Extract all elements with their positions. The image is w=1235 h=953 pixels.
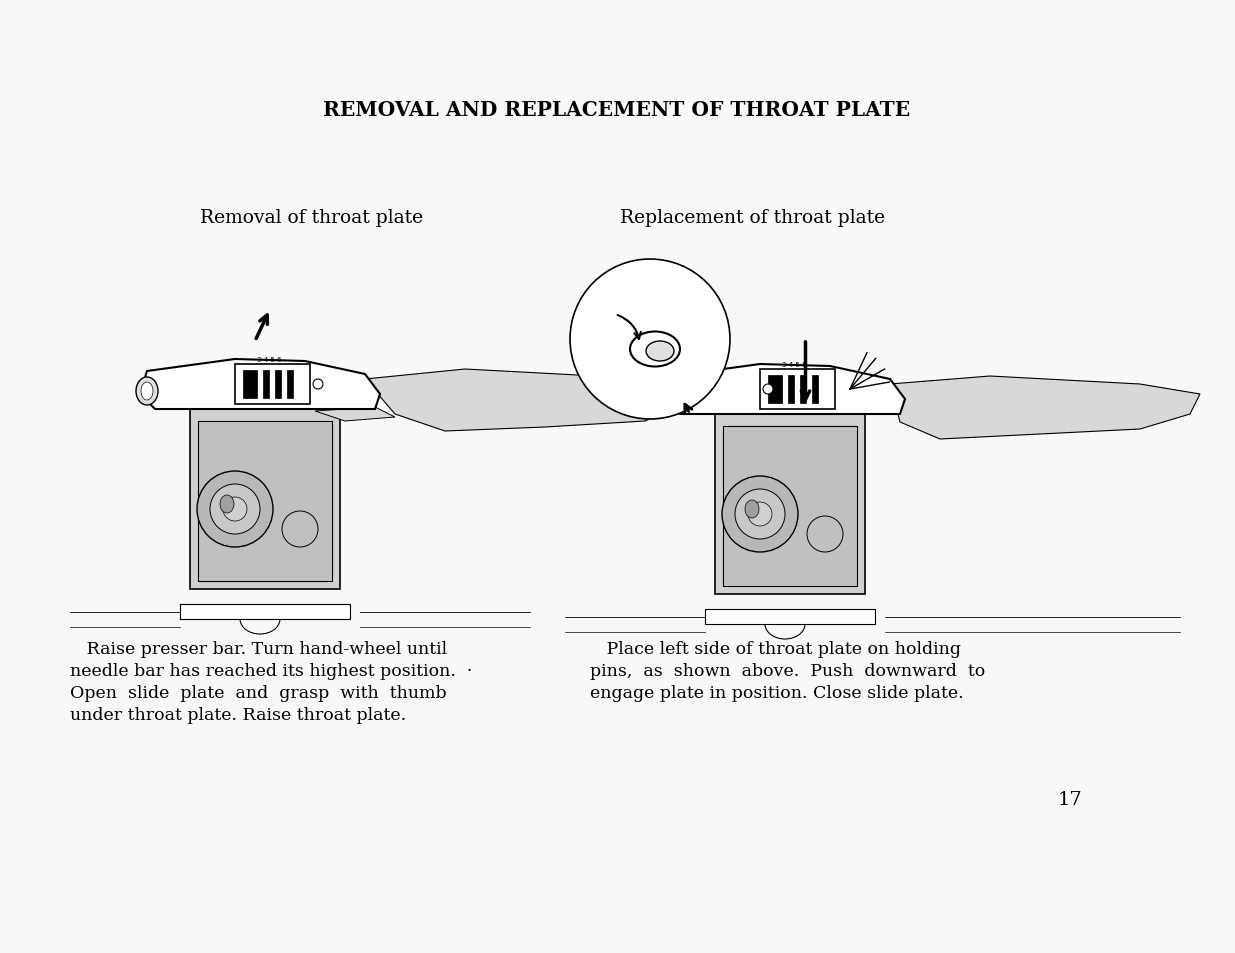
Text: Removal of throat plate: Removal of throat plate	[200, 209, 424, 227]
Text: pins,  as  shown  above.  Push  downward  to: pins, as shown above. Push downward to	[590, 662, 986, 679]
Bar	[287, 371, 293, 398]
Bar	[705, 609, 876, 624]
Circle shape	[282, 512, 317, 547]
Circle shape	[210, 484, 261, 535]
Bar	[235, 365, 310, 405]
Polygon shape	[366, 370, 695, 432]
Circle shape	[722, 476, 798, 553]
Circle shape	[763, 385, 773, 395]
Text: engage plate in position. Close slide plate.: engage plate in position. Close slide pl…	[590, 685, 963, 701]
Bar	[198, 421, 332, 581]
Text: REMOVAL AND REPLACEMENT OF THROAT PLATE: REMOVAL AND REPLACEMENT OF THROAT PLATE	[324, 100, 910, 120]
Bar	[768, 375, 782, 403]
Text: Replacement of throat plate: Replacement of throat plate	[620, 209, 885, 227]
Circle shape	[312, 379, 324, 390]
Circle shape	[748, 502, 772, 526]
Text: needle bar has reached its highest position.  ·: needle bar has reached its highest posit…	[70, 662, 472, 679]
Bar	[715, 415, 864, 595]
PathPatch shape	[140, 359, 380, 410]
Bar	[788, 375, 794, 403]
Text: under throat plate. Raise throat plate.: under throat plate. Raise throat plate.	[70, 707, 406, 723]
Bar	[243, 371, 257, 398]
Bar	[190, 410, 340, 589]
Text: Open  slide  plate  and  grasp  with  thumb: Open slide plate and grasp with thumb	[70, 685, 447, 701]
Circle shape	[735, 490, 785, 539]
Ellipse shape	[630, 333, 680, 367]
Bar	[180, 604, 350, 619]
Circle shape	[224, 497, 247, 521]
Ellipse shape	[745, 500, 760, 518]
Bar	[811, 375, 818, 403]
Circle shape	[198, 472, 273, 547]
Circle shape	[571, 260, 730, 419]
Text: Raise presser bar. Turn hand-wheel until: Raise presser bar. Turn hand-wheel until	[70, 640, 447, 658]
Bar	[722, 427, 857, 586]
Text: 3 4 5 6: 3 4 5 6	[782, 361, 806, 368]
PathPatch shape	[664, 365, 905, 415]
Circle shape	[806, 517, 844, 553]
Polygon shape	[890, 376, 1200, 439]
Bar	[275, 371, 282, 398]
Ellipse shape	[666, 388, 678, 406]
Text: 3 4 5 6: 3 4 5 6	[257, 356, 282, 363]
Ellipse shape	[220, 496, 233, 514]
Bar	[263, 371, 269, 398]
Ellipse shape	[646, 341, 674, 361]
Bar	[760, 370, 835, 410]
Ellipse shape	[136, 377, 158, 406]
Text: Place left side of throat plate on holding: Place left side of throat plate on holdi…	[590, 640, 961, 658]
Ellipse shape	[141, 382, 153, 400]
Ellipse shape	[661, 382, 683, 411]
Text: 17: 17	[1057, 790, 1082, 808]
Polygon shape	[315, 408, 395, 421]
Bar	[800, 375, 806, 403]
